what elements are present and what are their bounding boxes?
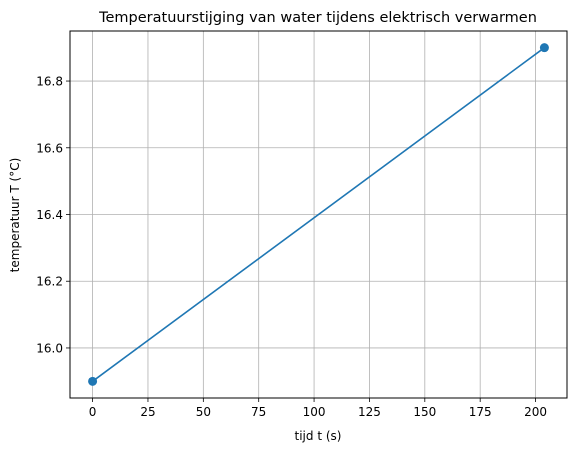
x-axis-ticks: 0 25 50 75 100 125 150 175 200 [89,398,547,419]
x-tick-label: 150 [413,405,436,419]
grid-lines [70,31,567,398]
x-tick-label: 200 [524,405,547,419]
chart-title: Temperatuurstijging van water tijdens el… [98,10,537,26]
x-tick-label: 0 [89,405,97,419]
data-point [539,43,549,53]
x-tick-label: 25 [140,405,155,419]
y-tick-label: 16.0 [36,341,63,355]
y-axis-ticks: 16.0 16.2 16.4 16.6 16.8 [36,75,70,355]
y-axis-label: temperatuur T (°C) [8,158,22,273]
y-tick-label: 16.2 [36,275,63,289]
y-tick-label: 16.6 [36,141,63,155]
data-point [88,376,98,386]
x-tick-label: 75 [251,405,266,419]
y-tick-label: 16.8 [36,75,63,89]
series-line [92,47,545,382]
x-tick-label: 100 [303,405,326,419]
x-tick-label: 175 [469,405,492,419]
x-axis-label: tijd t (s) [295,429,342,443]
series-group [88,43,549,386]
y-tick-label: 16.4 [36,208,63,222]
x-tick-label: 125 [358,405,381,419]
x-tick-label: 50 [196,405,211,419]
